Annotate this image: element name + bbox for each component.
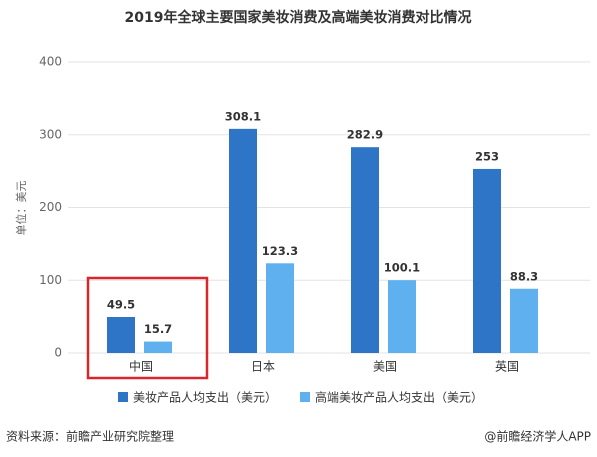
- bar: [229, 128, 257, 353]
- x-tick-label: 日本: [251, 360, 275, 374]
- y-tick-label: 400: [39, 55, 62, 69]
- value-label: 88.3: [510, 269, 538, 283]
- x-tick-label: 中国: [129, 359, 153, 374]
- bar: [266, 263, 294, 353]
- legend-swatch: [300, 392, 310, 402]
- value-label: 308.1: [225, 109, 261, 123]
- value-label: 15.7: [144, 322, 172, 336]
- value-label: 123.3: [262, 244, 298, 258]
- value-label: 253: [475, 149, 499, 163]
- x-tick-label: 英国: [495, 360, 519, 374]
- bar: [351, 147, 379, 353]
- legend-label: 美妆产品人均支出（美元）: [133, 391, 277, 405]
- value-label: 100.1: [384, 261, 420, 275]
- legend-label: 高端美妆产品人均支出（美元）: [315, 390, 483, 405]
- legend-swatch: [118, 392, 128, 402]
- bar: [388, 280, 416, 353]
- bar: [107, 316, 135, 353]
- chart-title: 2019年全球主要国家美妆消费及高端美妆消费对比情况: [125, 9, 472, 26]
- y-tick-label: 0: [54, 346, 62, 360]
- source: 资料来源：前瞻产业研究院整理: [6, 429, 174, 444]
- value-label: 282.9: [347, 128, 383, 142]
- credit: @前瞻经济学人APP: [484, 429, 591, 444]
- y-axis-label: 单位：美元: [14, 181, 28, 236]
- x-tick-label: 美国: [373, 360, 397, 374]
- value-label: 49.5: [107, 297, 135, 311]
- bar: [144, 341, 172, 353]
- bar: [510, 288, 538, 353]
- highlight-box: [86, 276, 209, 380]
- y-tick-label: 200: [39, 200, 62, 214]
- bar: [473, 168, 501, 353]
- y-tick-label: 100: [39, 273, 62, 287]
- y-tick-label: 300: [39, 127, 62, 141]
